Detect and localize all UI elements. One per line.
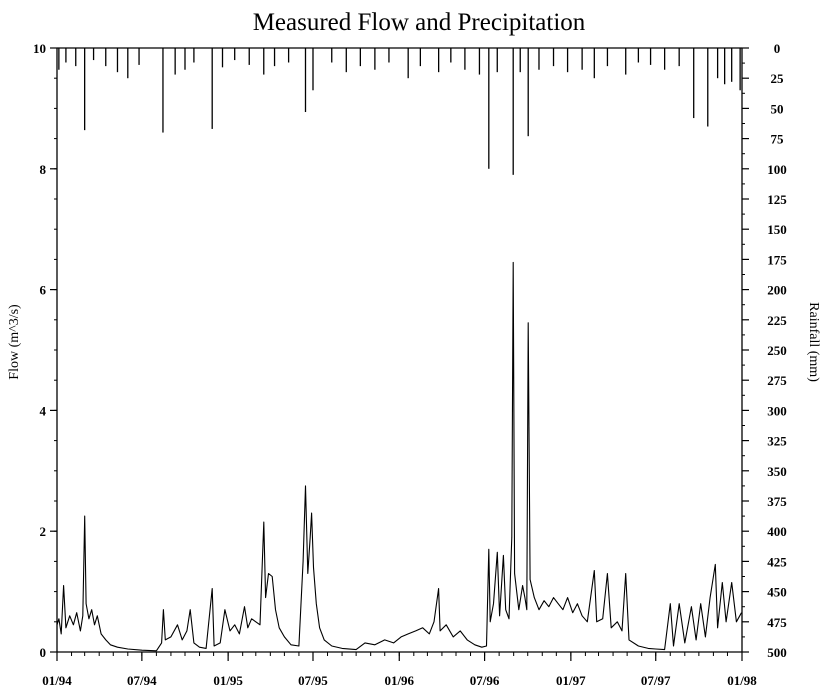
y2-tick-label: 500 [767, 645, 787, 660]
y2-axis-title: Rainfall (mm) [806, 302, 821, 382]
y2-tick-label: 200 [767, 283, 787, 298]
x-tick-label: 01/97 [556, 673, 586, 688]
y-axis-title: Flow (m^3/s) [7, 304, 22, 380]
y2-tick-label: 275 [767, 373, 787, 388]
y2-tick-label: 100 [767, 162, 787, 177]
x-tick-label: 01/96 [384, 673, 414, 688]
y2-tick-label: 225 [767, 313, 787, 328]
y2-tick-label: 250 [767, 343, 787, 358]
y-tick-label: 8 [40, 162, 47, 177]
x-tick-label: 01/98 [727, 673, 757, 688]
x-tick-label: 01/95 [213, 673, 243, 688]
y-tick-label: 2 [40, 524, 47, 539]
y-tick-label: 6 [40, 283, 47, 298]
y2-tick-label: 425 [767, 554, 787, 569]
chart-title: Measured Flow and Precipitation [253, 9, 586, 36]
y2-tick-label: 150 [767, 222, 787, 237]
y2-tick-label: 175 [767, 252, 787, 267]
y2-tick-label: 125 [767, 192, 787, 207]
y2-tick-label: 75 [771, 132, 785, 147]
y2-tick-label: 375 [767, 494, 787, 509]
y-tick-label: 0 [40, 645, 47, 660]
y2-tick-label: 400 [767, 524, 787, 539]
y2-tick-label: 325 [767, 434, 787, 449]
y2-tick-label: 0 [774, 41, 781, 56]
y-tick-label: 10 [33, 41, 46, 56]
y2-tick-label: 450 [767, 585, 787, 600]
x-tick-label: 01/94 [42, 673, 72, 688]
flow-series-line [56, 261, 742, 652]
y2-tick-label: 25 [771, 71, 785, 86]
y2-tick-label: 475 [767, 615, 787, 630]
x-tick-label: 07/97 [641, 673, 671, 688]
x-tick-label: 07/95 [298, 673, 328, 688]
x-tick-label: 07/96 [470, 673, 500, 688]
x-tick-label: 07/94 [127, 673, 157, 688]
y-tick-label: 4 [40, 403, 47, 418]
y2-tick-label: 50 [771, 101, 784, 116]
y2-tick-label: 350 [767, 464, 787, 479]
y2-tick-label: 300 [767, 403, 787, 418]
